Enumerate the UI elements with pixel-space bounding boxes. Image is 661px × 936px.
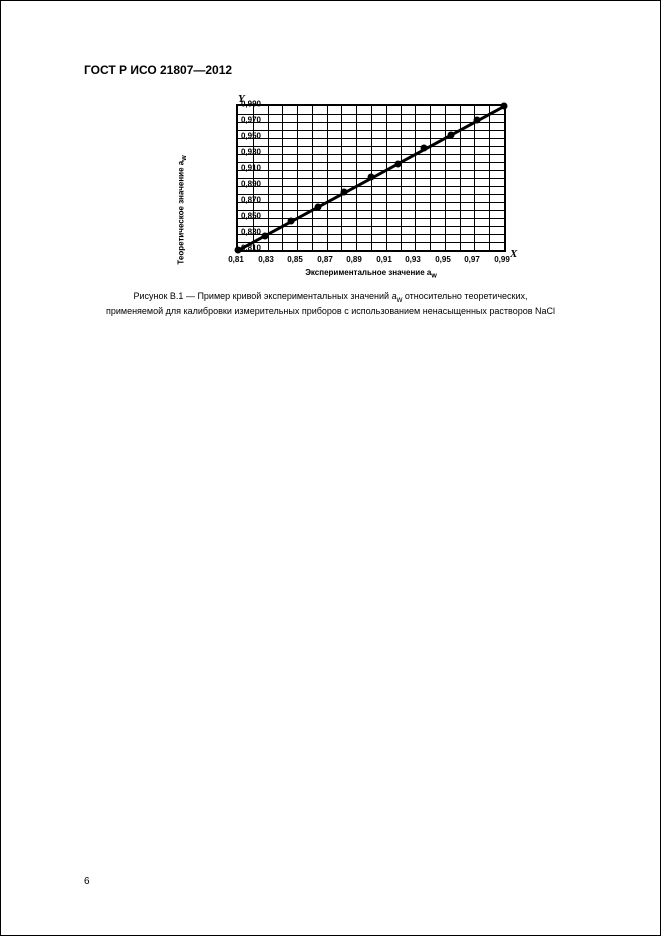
- data-point: [368, 173, 375, 180]
- grid-line-horizontal: [238, 138, 504, 139]
- document-header: ГОСТ Р ИСО 21807—2012: [84, 63, 232, 77]
- grid-line-horizontal: [238, 130, 504, 131]
- x-axis-caption: Экспериментальное значение aw: [236, 268, 506, 280]
- data-point: [421, 144, 428, 151]
- x-tick: 0,81: [222, 255, 250, 264]
- page-number: 6: [84, 876, 90, 887]
- data-point: [314, 203, 321, 210]
- x-tick: 0,87: [311, 255, 339, 264]
- data-point: [341, 189, 348, 196]
- grid-line-horizontal: [238, 210, 504, 211]
- data-point: [261, 232, 268, 239]
- y-tick: 0,850: [221, 212, 261, 221]
- grid-line-horizontal: [238, 122, 504, 123]
- x-tick: 0,99: [488, 255, 516, 264]
- y-tick: 0,830: [221, 228, 261, 237]
- grid-line-horizontal: [238, 218, 504, 219]
- y-tick: 0,970: [221, 116, 261, 125]
- data-point: [447, 131, 454, 138]
- grid-line-horizontal: [238, 242, 504, 243]
- grid-line-horizontal: [238, 146, 504, 147]
- x-tick: 0,93: [399, 255, 427, 264]
- grid-line-horizontal: [238, 194, 504, 195]
- data-point: [474, 117, 481, 124]
- x-tick: 0,89: [340, 255, 368, 264]
- grid-line-horizontal: [238, 202, 504, 203]
- data-point: [288, 218, 295, 225]
- data-point: [501, 103, 508, 110]
- calibration-chart: Y X Теоретическое значение aw Эксперимен…: [176, 96, 536, 296]
- y-tick: 0,950: [221, 132, 261, 141]
- grid-line-horizontal: [238, 170, 504, 171]
- plot-area: [236, 104, 506, 252]
- x-tick: 0,97: [458, 255, 486, 264]
- figure-caption: Рисунок В.1 — Пример кривой эксперимента…: [71, 290, 590, 318]
- y-tick: 0,890: [221, 180, 261, 189]
- grid-line-horizontal: [238, 234, 504, 235]
- x-tick: 0,85: [281, 255, 309, 264]
- y-tick: 0,810: [221, 244, 261, 253]
- y-tick: 0,910: [221, 164, 261, 173]
- y-tick: 0,930: [221, 148, 261, 157]
- grid-line-horizontal: [238, 114, 504, 115]
- grid-line-horizontal: [238, 162, 504, 163]
- grid-line-horizontal: [238, 186, 504, 187]
- y-tick: 0,990: [221, 100, 261, 109]
- data-point: [394, 160, 401, 167]
- x-tick: 0,95: [429, 255, 457, 264]
- y-axis-caption: Теоретическое значение aw: [176, 155, 188, 264]
- x-tick: 0,91: [370, 255, 398, 264]
- x-tick: 0,83: [252, 255, 280, 264]
- document-page: ГОСТ Р ИСО 21807—2012 Y X Теоретическое …: [0, 0, 661, 936]
- y-tick: 0,870: [221, 196, 261, 205]
- grid-line-horizontal: [238, 154, 504, 155]
